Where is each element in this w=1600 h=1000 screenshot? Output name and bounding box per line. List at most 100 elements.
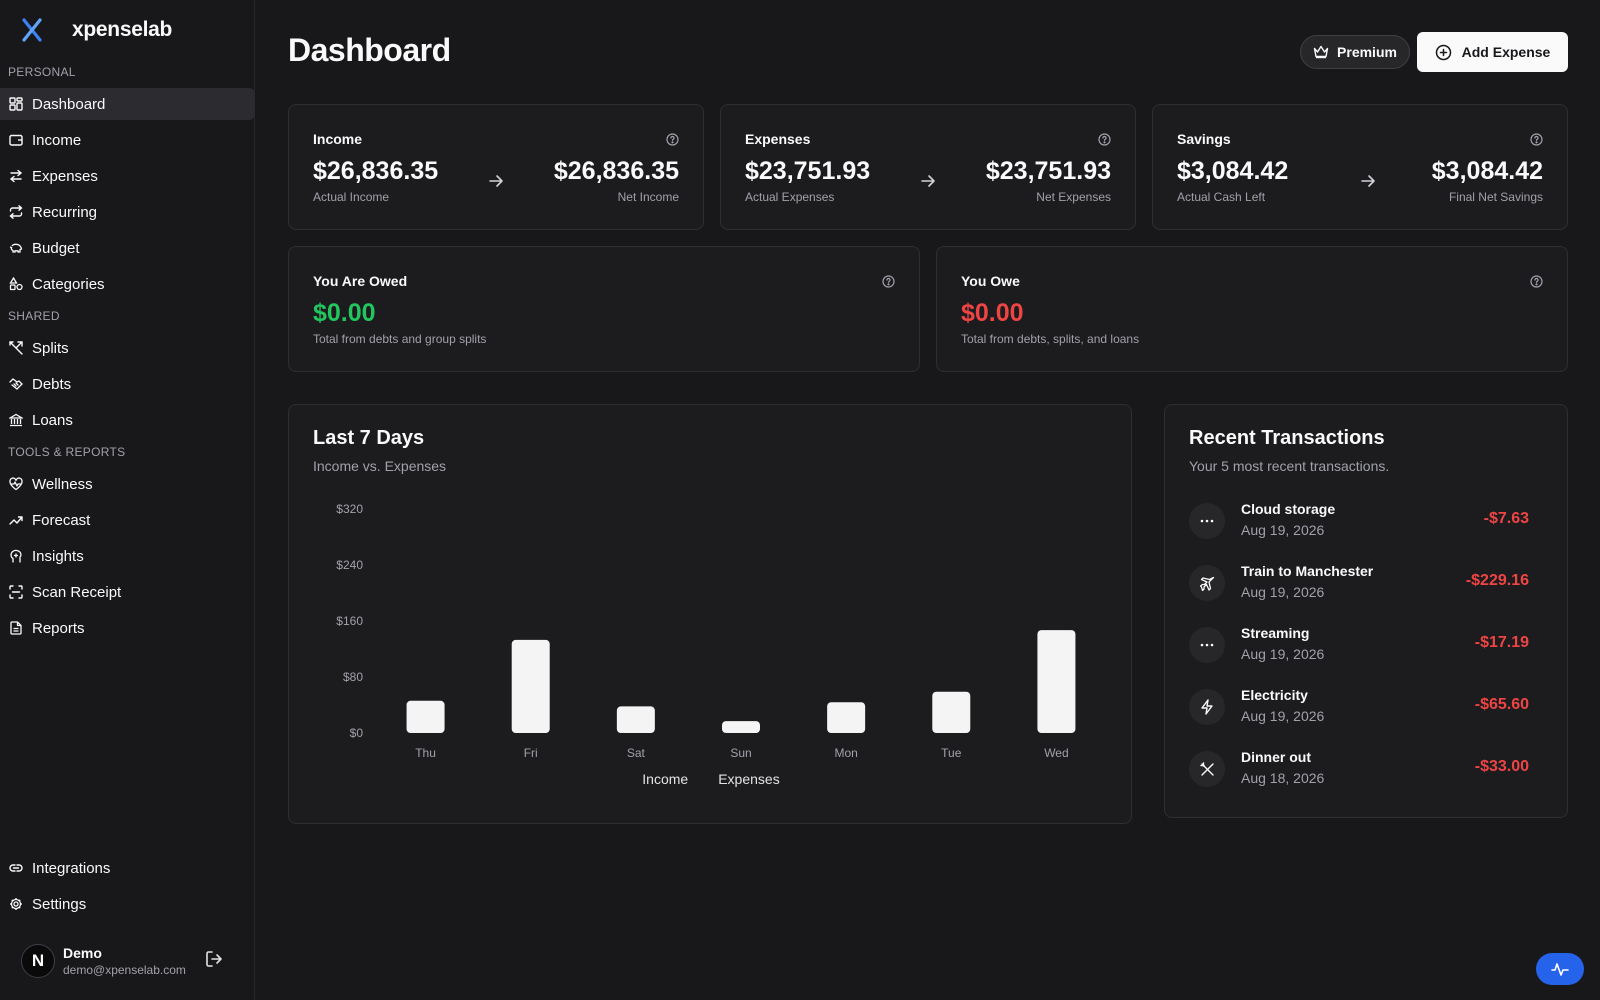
sidebar-item-label: Categories bbox=[32, 275, 105, 293]
sidebar-item-splits[interactable]: Splits bbox=[0, 332, 255, 364]
transaction-date: Aug 18, 2026 bbox=[1241, 770, 1325, 786]
section-shared: SHARED bbox=[8, 309, 60, 323]
sidebar-item-label: Dashboard bbox=[32, 95, 106, 113]
avatar: N bbox=[21, 944, 55, 978]
transaction-row[interactable]: Cloud storage Aug 19, 2026 -$7.63 bbox=[1189, 499, 1529, 543]
actual-income-label: Actual Income bbox=[313, 190, 390, 204]
expense-bar[interactable] bbox=[932, 691, 971, 733]
y-tick-label: $160 bbox=[336, 614, 363, 628]
arrows-exchange-icon bbox=[9, 169, 23, 183]
sidebar-item-recurring[interactable]: Recurring bbox=[0, 196, 255, 228]
you-owe-value: $0.00 bbox=[961, 299, 1024, 327]
actual-cash-left-value: $3,084.42 bbox=[1177, 157, 1289, 185]
logo-icon bbox=[22, 18, 42, 42]
sidebar-item-settings[interactable]: Settings bbox=[0, 888, 255, 920]
actual-expenses-label: Actual Expenses bbox=[745, 190, 835, 204]
sidebar-item-income[interactable]: Income bbox=[0, 124, 255, 156]
expense-bar[interactable] bbox=[406, 700, 445, 733]
add-expense-button[interactable]: Add Expense bbox=[1417, 32, 1568, 72]
sidebar-item-loans[interactable]: Loans bbox=[0, 404, 255, 436]
transactions-title: Recent Transactions bbox=[1189, 427, 1385, 449]
more-icon bbox=[1189, 627, 1225, 663]
transaction-date: Aug 19, 2026 bbox=[1241, 522, 1325, 538]
actual-expenses-value: $23,751.93 bbox=[745, 157, 871, 185]
arrow-right-icon bbox=[921, 175, 935, 187]
user-profile[interactable]: N Demo demo@xpenselab.com bbox=[21, 944, 186, 978]
card-title: You Are Owed bbox=[313, 273, 408, 289]
sidebar-item-integrations[interactable]: Integrations bbox=[0, 852, 255, 884]
transaction-row[interactable]: Dinner out Aug 18, 2026 -$33.00 bbox=[1189, 747, 1529, 791]
sidebar-item-categories[interactable]: Categories bbox=[0, 268, 255, 300]
logout-icon[interactable] bbox=[205, 950, 223, 968]
lightning-icon bbox=[1189, 689, 1225, 725]
sidebar-item-budget[interactable]: Budget bbox=[0, 232, 255, 264]
brand[interactable]: xpenselab bbox=[22, 18, 172, 42]
sidebar-item-forecast[interactable]: Forecast bbox=[0, 504, 255, 536]
arrow-right-icon bbox=[489, 175, 503, 187]
sidebar-item-label: Budget bbox=[32, 239, 80, 257]
you-owe-card: You Owe $0.00 Total from debts, splits, … bbox=[936, 246, 1568, 372]
add-expense-label: Add Expense bbox=[1461, 44, 1551, 60]
legend-item-income[interactable]: Income bbox=[642, 771, 689, 787]
transactions-subtitle: Your 5 most recent transactions. bbox=[1189, 458, 1390, 474]
premium-button[interactable]: Premium bbox=[1300, 35, 1410, 69]
transaction-name: Electricity bbox=[1241, 687, 1308, 703]
sidebar-item-label: Recurring bbox=[32, 203, 98, 221]
card-title: Expenses bbox=[745, 131, 811, 147]
transaction-row[interactable]: Electricity Aug 19, 2026 -$65.60 bbox=[1189, 685, 1529, 729]
expense-bar[interactable] bbox=[722, 721, 760, 733]
legend-item-expenses[interactable]: Expenses bbox=[718, 771, 780, 787]
transaction-row[interactable]: Train to Manchester Aug 19, 2026 -$229.1… bbox=[1189, 561, 1529, 605]
card-title: You Owe bbox=[961, 273, 1020, 289]
x-tick-label: Thu bbox=[415, 746, 436, 760]
bank-icon bbox=[9, 413, 23, 427]
expense-bar[interactable] bbox=[827, 702, 866, 733]
sidebar-item-label: Income bbox=[32, 131, 82, 149]
expense-bar[interactable] bbox=[1037, 630, 1076, 733]
transaction-row[interactable]: Streaming Aug 19, 2026 -$17.19 bbox=[1189, 623, 1529, 667]
sidebar-item-expenses[interactable]: Expenses bbox=[0, 160, 255, 192]
sidebar-item-wellness[interactable]: Wellness bbox=[0, 468, 255, 500]
income-card: Income $26,836.35 Actual Income $26,836.… bbox=[288, 104, 704, 230]
x-tick-label: Tue bbox=[941, 746, 962, 760]
savings-card: Savings $3,084.42 Actual Cash Left $3,08… bbox=[1152, 104, 1568, 230]
file-text-icon bbox=[9, 621, 23, 635]
sidebar-item-reports[interactable]: Reports bbox=[0, 612, 255, 644]
x-tick-label: Sun bbox=[730, 746, 751, 760]
app-name: xpenselab bbox=[72, 18, 173, 41]
help-icon[interactable] bbox=[1530, 275, 1543, 288]
help-icon[interactable] bbox=[1530, 133, 1543, 146]
help-icon[interactable] bbox=[1098, 133, 1111, 146]
y-tick-label: $320 bbox=[336, 502, 363, 516]
plus-circle-icon bbox=[1435, 44, 1451, 60]
utensils-icon bbox=[1189, 751, 1225, 787]
sidebar-item-label: Splits bbox=[32, 339, 69, 357]
expense-bar[interactable] bbox=[616, 706, 655, 733]
sidebar-item-label: Loans bbox=[32, 411, 73, 429]
transaction-amount: -$17.19 bbox=[1474, 634, 1529, 651]
x-tick-label: Sat bbox=[627, 746, 646, 760]
link-icon bbox=[9, 861, 23, 875]
y-tick-label: $80 bbox=[343, 670, 363, 684]
sidebar-item-label: Expenses bbox=[32, 167, 98, 185]
sidebar-item-scan-receipt[interactable]: Scan Receipt bbox=[0, 576, 255, 608]
brain-icon bbox=[9, 549, 23, 563]
sidebar-item-dashboard[interactable]: Dashboard bbox=[0, 88, 255, 120]
arrow-right-icon bbox=[1361, 175, 1375, 187]
help-icon[interactable] bbox=[882, 275, 895, 288]
chart-legend: Income Expenses bbox=[289, 771, 1133, 787]
shapes-icon bbox=[9, 277, 23, 291]
plane-icon bbox=[1189, 565, 1225, 601]
dashboard-icon bbox=[9, 97, 23, 111]
help-icon[interactable] bbox=[666, 133, 679, 146]
sidebar-item-label: Settings bbox=[32, 895, 87, 913]
sidebar-item-debts[interactable]: Debts bbox=[0, 368, 255, 400]
sidebar-item-label: Integrations bbox=[32, 859, 111, 877]
transaction-name: Streaming bbox=[1241, 625, 1310, 641]
expense-bar[interactable] bbox=[511, 639, 550, 733]
premium-label: Premium bbox=[1337, 44, 1397, 60]
transaction-amount: -$33.00 bbox=[1474, 758, 1529, 775]
activity-button[interactable] bbox=[1536, 953, 1584, 985]
sidebar-item-insights[interactable]: Insights bbox=[0, 540, 255, 572]
chart-title: Last 7 Days bbox=[313, 427, 425, 449]
